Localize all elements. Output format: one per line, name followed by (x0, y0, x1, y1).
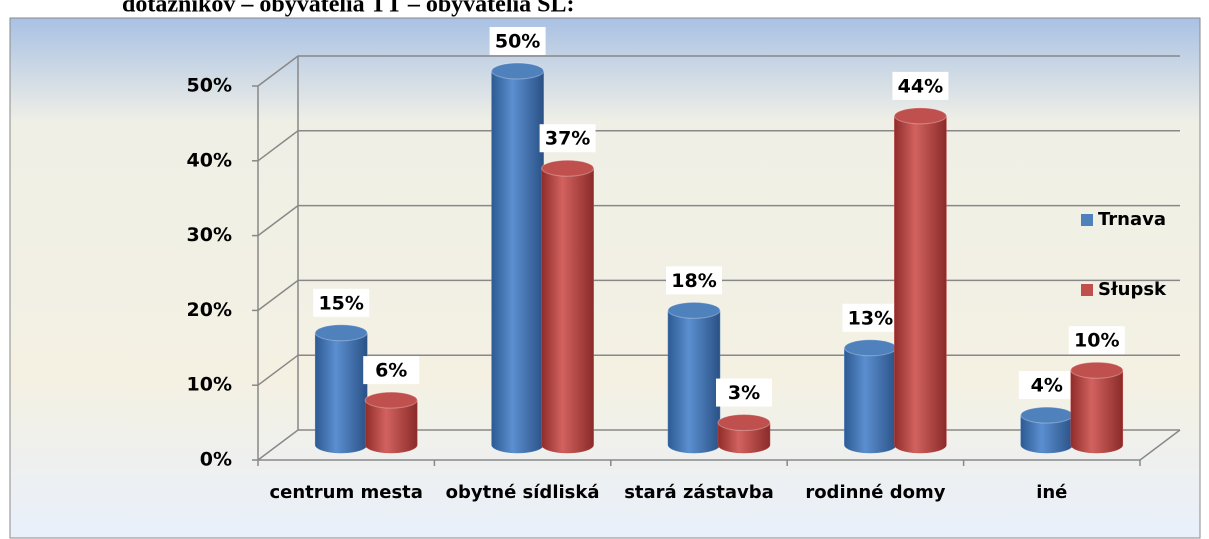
bar-top (314, 324, 368, 342)
value-label-box (716, 378, 772, 407)
value-label-box (313, 288, 370, 317)
y-tick-label: 20% (187, 299, 232, 321)
grid-line (257, 130, 1180, 162)
legend-label: Trnava (1098, 209, 1166, 230)
bar (491, 70, 544, 454)
bar-top (893, 107, 947, 125)
x-tick-label: rodinné domy (805, 482, 945, 503)
value-label: 37% (545, 128, 590, 150)
value-label-box (1018, 371, 1075, 400)
bar-top (364, 391, 418, 409)
legend-label: Słupsk (1098, 279, 1167, 300)
x-tick-label: centrum mesta (269, 482, 422, 503)
bar (314, 332, 368, 454)
bar (717, 422, 771, 454)
x-tick-label: stará zástavba (624, 482, 774, 503)
chart-area (9, 17, 1201, 539)
value-label: 44% (898, 75, 943, 97)
value-label-box (842, 303, 899, 332)
y-tick-label: 30% (187, 224, 232, 246)
value-label: 13% (848, 307, 893, 329)
y-tick-label: 0% (200, 449, 232, 471)
bar (844, 347, 897, 454)
bar (364, 399, 418, 454)
bar (1070, 369, 1124, 454)
bar-top (491, 62, 545, 80)
bar-top (843, 339, 897, 357)
bar-top (1020, 406, 1074, 424)
value-label-box (539, 124, 596, 153)
bar-top (541, 159, 595, 177)
y-tick-label: 50% (187, 75, 232, 97)
bar (541, 167, 594, 454)
value-label: 18% (671, 270, 716, 292)
value-label: 10% (1074, 330, 1119, 352)
value-label-box (1068, 326, 1125, 355)
grid-line (257, 204, 1180, 237)
x-tick-label: obytné sídliská (446, 482, 600, 503)
bar (667, 310, 721, 454)
legend-swatch (1081, 284, 1093, 296)
bar-top (717, 414, 771, 432)
grid-line (257, 279, 1180, 311)
legend-swatch (1081, 214, 1093, 226)
grid-line (257, 55, 1180, 87)
y-tick-label: 40% (187, 149, 232, 171)
x-tick-label: iné (1036, 482, 1067, 503)
value-label-box (363, 356, 420, 385)
value-label-box (489, 27, 546, 55)
y-tick-label: 10% (187, 374, 232, 396)
value-label: 4% (1031, 375, 1063, 397)
bar-top (667, 301, 721, 319)
bar-top (1070, 361, 1124, 379)
caption: dotazníkov – obyvatelia TT – obyvatelia … (122, 0, 575, 18)
bar (894, 115, 947, 454)
value-label-box (892, 71, 949, 100)
value-label: 3% (728, 382, 760, 404)
value-label: 15% (318, 292, 363, 314)
value-label-box (666, 266, 722, 295)
value-label: 50% (495, 31, 540, 53)
value-label: 6% (375, 360, 407, 382)
